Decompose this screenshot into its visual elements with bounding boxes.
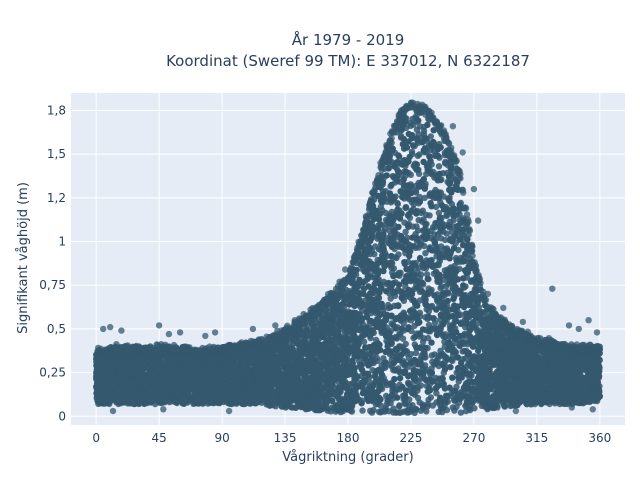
data-point <box>322 404 329 411</box>
data-point <box>403 407 410 415</box>
data-points <box>93 99 603 416</box>
data-point <box>389 387 396 395</box>
data-point <box>457 409 465 416</box>
data-point <box>413 223 420 230</box>
data-point <box>446 224 453 231</box>
data-point <box>372 243 379 250</box>
data-point <box>379 207 386 214</box>
data-point <box>412 244 419 251</box>
data-point <box>478 402 485 409</box>
data-point <box>437 347 444 354</box>
data-point <box>384 396 391 404</box>
data-point <box>402 239 409 246</box>
data-point <box>359 407 366 414</box>
data-point <box>420 127 428 135</box>
data-point <box>404 222 412 229</box>
data-point <box>435 171 442 178</box>
data-point <box>431 231 438 238</box>
data-point <box>444 280 451 287</box>
data-point <box>347 407 354 414</box>
data-point <box>438 405 445 412</box>
data-point <box>390 405 397 412</box>
data-point <box>423 211 430 218</box>
data-point <box>456 211 463 218</box>
data-point <box>443 212 450 220</box>
data-point <box>437 176 444 184</box>
data-point <box>396 403 403 410</box>
data-point <box>415 216 422 224</box>
data-point <box>459 348 466 355</box>
data-point <box>402 340 409 348</box>
data-point <box>430 223 437 231</box>
data-point <box>395 302 402 309</box>
data-point <box>462 402 469 410</box>
data-point <box>449 404 456 411</box>
data-point <box>450 217 457 224</box>
data-point <box>419 404 427 412</box>
data-point <box>394 200 401 208</box>
data-point <box>435 163 443 170</box>
data-point <box>416 399 423 406</box>
data-point <box>387 295 394 302</box>
data-point <box>422 250 429 257</box>
data-point <box>407 350 415 358</box>
data-point <box>406 380 414 387</box>
